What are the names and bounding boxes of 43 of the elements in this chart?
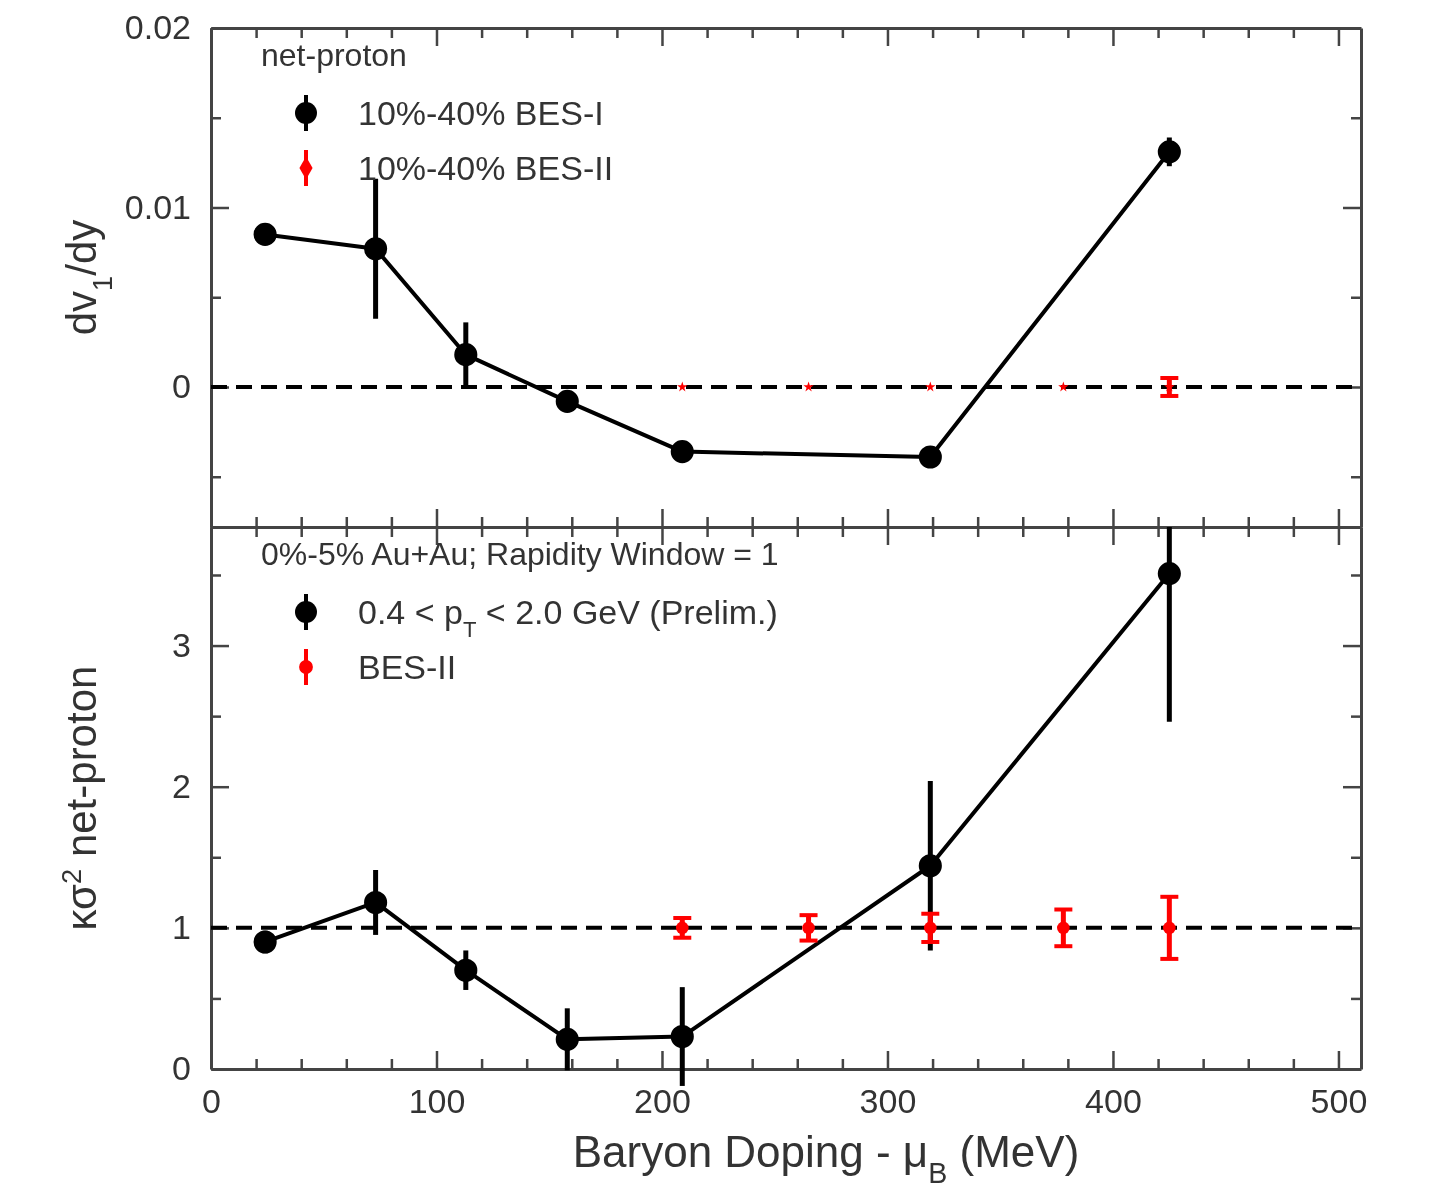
point <box>1163 921 1176 935</box>
legend-label: BES-II <box>358 648 457 686</box>
point <box>1058 381 1069 392</box>
point <box>555 389 579 413</box>
x-tick-label: 200 <box>634 1082 691 1121</box>
y-tick-label: 2 <box>172 767 191 806</box>
point <box>555 1027 579 1051</box>
legend-label: 0.4 < p$_{T}$ < 2.0 GeV (Prelim.) <box>358 593 778 642</box>
legend-title: net-proton <box>261 37 407 73</box>
point <box>253 222 277 246</box>
x-tick-label: 500 <box>1310 1082 1368 1121</box>
point <box>670 1025 694 1049</box>
x-tick-label: 300 <box>859 1082 917 1121</box>
point <box>918 854 942 878</box>
point <box>1157 140 1181 164</box>
point <box>925 381 936 392</box>
point <box>923 921 937 935</box>
legend-title: 0%-5% Au+Au; Rapidity Window = 1 <box>261 536 779 572</box>
point <box>364 890 388 914</box>
legend-label: 10%-40% BES-I <box>358 94 604 132</box>
y-tick-label: 3 <box>172 625 191 664</box>
x-tick-label: 400 <box>1085 1082 1142 1121</box>
point <box>1157 562 1181 586</box>
point <box>803 381 814 392</box>
point <box>1057 921 1070 935</box>
point <box>918 445 942 469</box>
x-tick-label: 100 <box>408 1082 466 1121</box>
y-tick-label: 1 <box>172 908 191 947</box>
point <box>677 381 688 392</box>
y-tick-label: 0 <box>172 367 191 406</box>
y-tick-label: 0.02 <box>124 8 191 47</box>
x-tick-label: 0 <box>202 1082 221 1121</box>
y-tick-label: 0 <box>172 1049 191 1088</box>
point <box>454 343 478 367</box>
point <box>253 930 277 954</box>
y-tick-label: 0.01 <box>124 187 191 226</box>
point <box>364 237 388 261</box>
legend-label: 10%-40% BES-II <box>358 149 614 187</box>
point <box>670 440 694 464</box>
point <box>675 921 689 935</box>
point <box>454 958 478 982</box>
point <box>802 921 815 935</box>
x-axis-title: Baryon Doping - μ$_{B}$ (MeV) <box>572 1127 1080 1186</box>
